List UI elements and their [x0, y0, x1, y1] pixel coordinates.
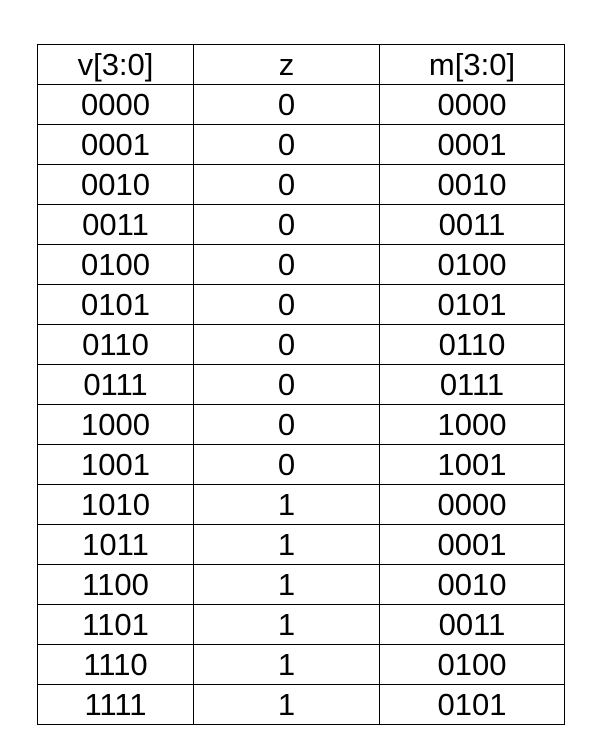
cell-v: 0110: [37, 324, 194, 365]
cell-m: 0001: [379, 524, 565, 565]
cell-m: 0000: [379, 484, 565, 525]
cell-m: 0010: [379, 164, 565, 205]
cell-z: 0: [193, 404, 380, 445]
cell-v: 0001: [37, 124, 194, 165]
table-row: 1111 1 0101: [37, 684, 565, 725]
table-row: 1110 1 0100: [37, 644, 565, 685]
header-m: m[3:0]: [379, 44, 565, 85]
table-row: 1010 1 0000: [37, 484, 565, 525]
cell-z: 0: [193, 204, 380, 245]
cell-z: 0: [193, 84, 380, 125]
cell-z: 0: [193, 444, 380, 485]
cell-v: 1010: [37, 484, 194, 525]
cell-v: 0111: [37, 364, 194, 405]
truth-table: v[3:0] z m[3:0] 0000 0 0000 0001 0 0001 …: [37, 44, 565, 725]
cell-z: 1: [193, 684, 380, 725]
table-row: 0010 0 0010: [37, 164, 565, 205]
cell-z: 1: [193, 564, 380, 605]
cell-m: 1001: [379, 444, 565, 485]
table-row: 0100 0 0100: [37, 244, 565, 285]
cell-m: 0110: [379, 324, 565, 365]
table-header: v[3:0] z m[3:0]: [37, 44, 565, 85]
table-row: 1100 1 0010: [37, 564, 565, 605]
table-row: 1000 0 1000: [37, 404, 565, 445]
cell-z: 0: [193, 324, 380, 365]
table-row: 0001 0 0001: [37, 124, 565, 165]
cell-v: 0100: [37, 244, 194, 285]
cell-z: 0: [193, 124, 380, 165]
cell-m: 0010: [379, 564, 565, 605]
cell-m: 0100: [379, 644, 565, 685]
table-row: 0011 0 0011: [37, 204, 565, 245]
table-body: 0000 0 0000 0001 0 0001 0010 0 0010 0011…: [37, 84, 565, 725]
cell-z: 0: [193, 364, 380, 405]
cell-v: 0101: [37, 284, 194, 325]
table-row: 1101 1 0011: [37, 604, 565, 645]
cell-z: 1: [193, 644, 380, 685]
table-row: 0101 0 0101: [37, 284, 565, 325]
table-row: 0110 0 0110: [37, 324, 565, 365]
cell-z: 0: [193, 244, 380, 285]
table-row: 1011 1 0001: [37, 524, 565, 565]
cell-m: 1000: [379, 404, 565, 445]
cell-m: 0000: [379, 84, 565, 125]
cell-m: 0101: [379, 684, 565, 725]
cell-v: 0000: [37, 84, 194, 125]
header-row: v[3:0] z m[3:0]: [37, 44, 565, 85]
cell-m: 0001: [379, 124, 565, 165]
cell-z: 1: [193, 604, 380, 645]
cell-z: 0: [193, 284, 380, 325]
cell-v: 1101: [37, 604, 194, 645]
cell-v: 1111: [37, 684, 194, 725]
cell-v: 1011: [37, 524, 194, 565]
cell-v: 0010: [37, 164, 194, 205]
cell-z: 1: [193, 484, 380, 525]
header-z: z: [193, 44, 380, 85]
cell-m: 0011: [379, 204, 565, 245]
cell-v: 1100: [37, 564, 194, 605]
cell-v: 0011: [37, 204, 194, 245]
cell-m: 0101: [379, 284, 565, 325]
table-row: 0000 0 0000: [37, 84, 565, 125]
cell-v: 1000: [37, 404, 194, 445]
cell-m: 0100: [379, 244, 565, 285]
table-row: 0111 0 0111: [37, 364, 565, 405]
table-row: 1001 0 1001: [37, 444, 565, 485]
cell-m: 0111: [379, 364, 565, 405]
cell-z: 0: [193, 164, 380, 205]
cell-v: 1001: [37, 444, 194, 485]
header-v: v[3:0]: [37, 44, 194, 85]
cell-v: 1110: [37, 644, 194, 685]
cell-m: 0011: [379, 604, 565, 645]
cell-z: 1: [193, 524, 380, 565]
